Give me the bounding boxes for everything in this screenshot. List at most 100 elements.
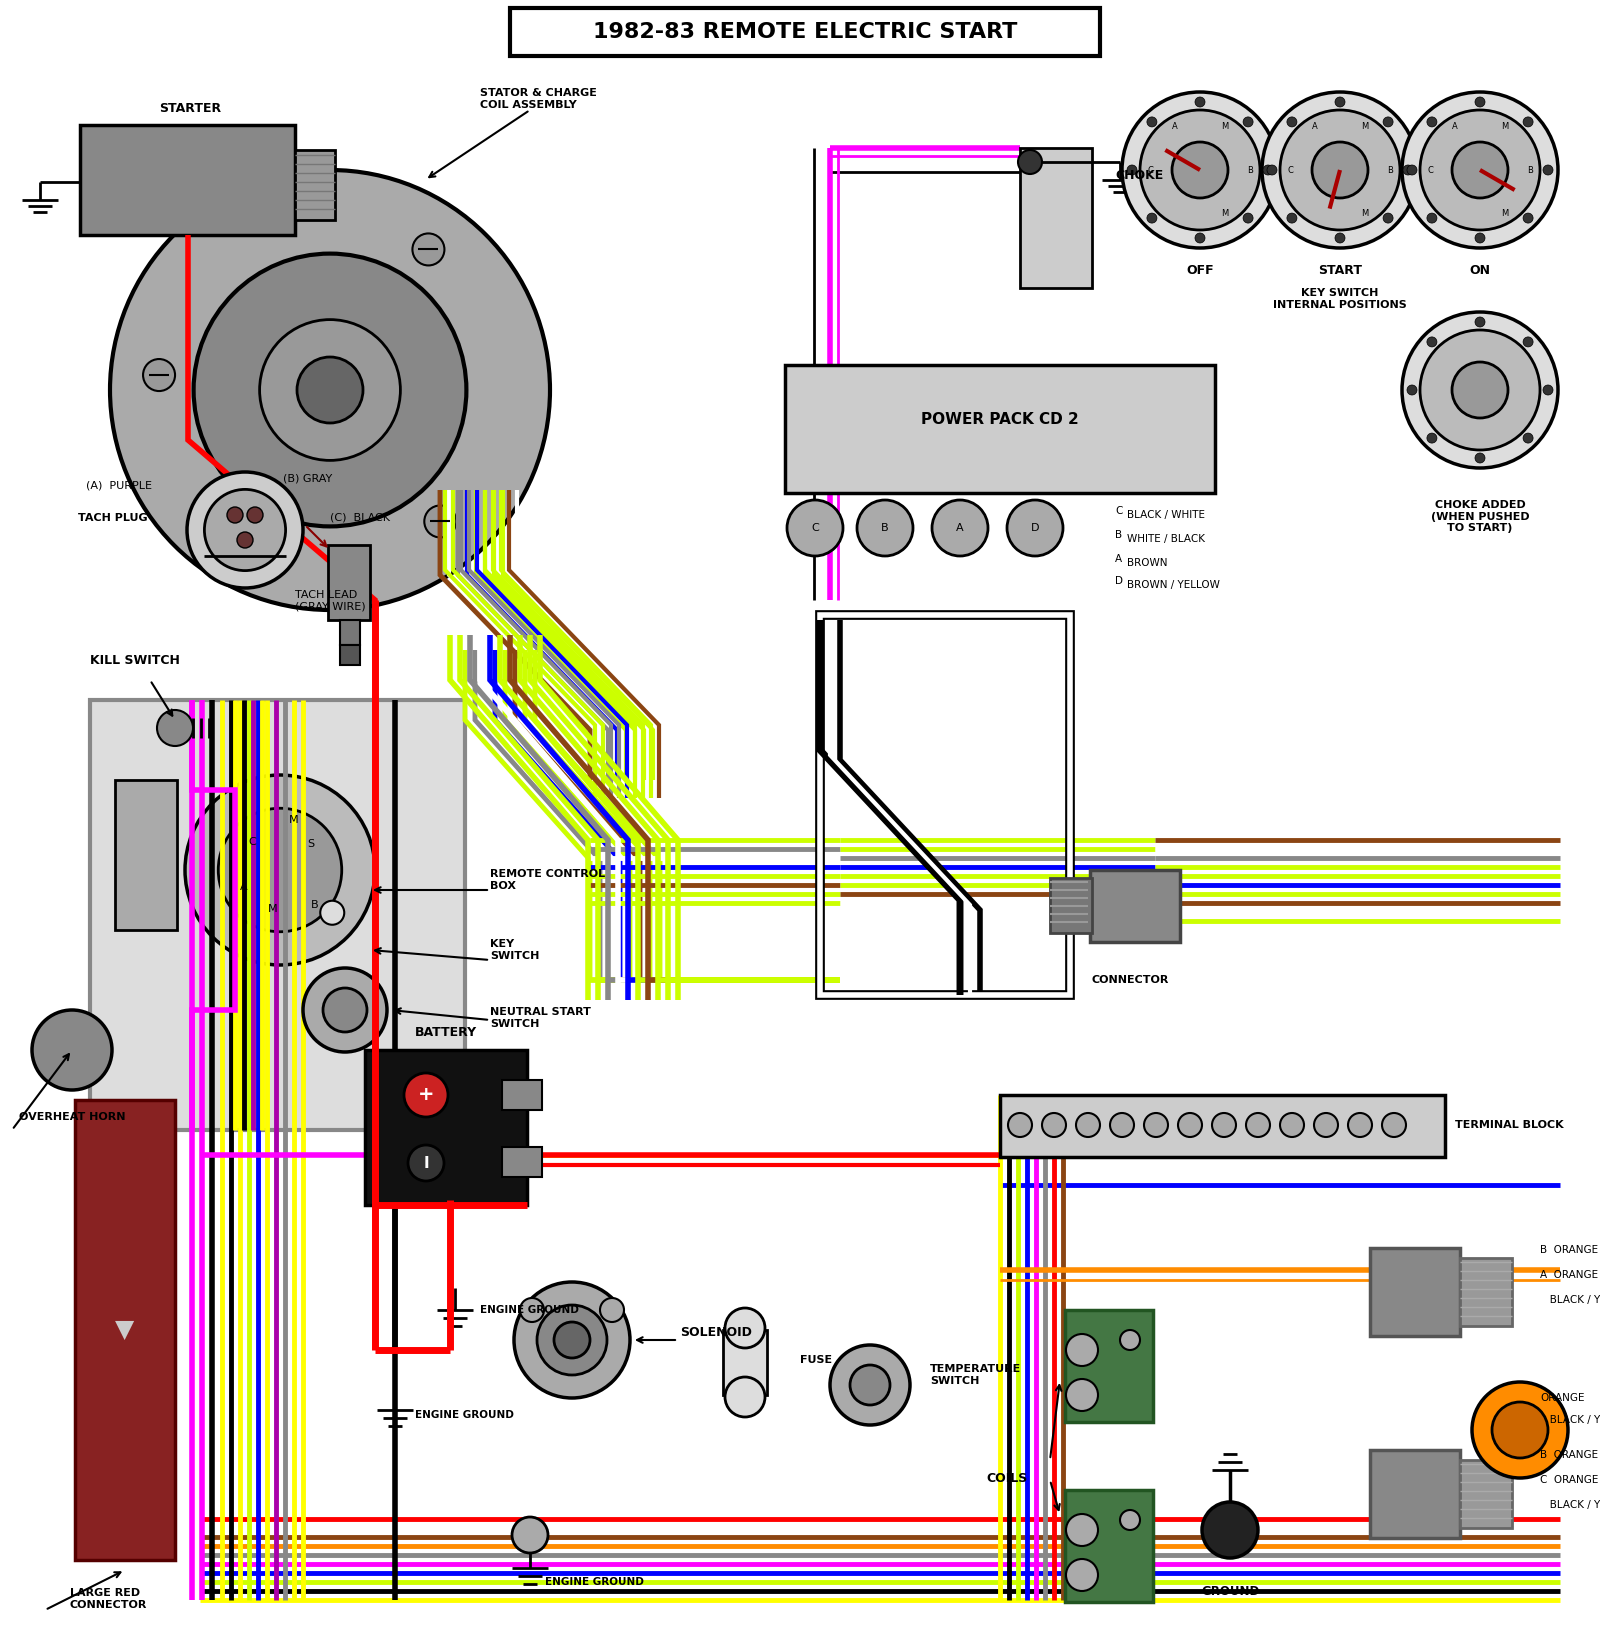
Circle shape — [1195, 232, 1205, 242]
Text: A: A — [1173, 122, 1178, 132]
Text: OFF: OFF — [1186, 264, 1214, 277]
Text: B: B — [1387, 165, 1394, 175]
Text: BLACK / YELLOW: BLACK / YELLOW — [1539, 1295, 1600, 1305]
Text: B: B — [310, 900, 318, 910]
Circle shape — [850, 1365, 890, 1406]
Text: GROUND: GROUND — [1202, 1585, 1259, 1599]
Circle shape — [1075, 1112, 1101, 1137]
Circle shape — [1178, 1112, 1202, 1137]
Polygon shape — [1021, 148, 1091, 288]
Text: A: A — [1115, 554, 1122, 564]
Text: 1982-83 REMOTE ELECTRIC START: 1982-83 REMOTE ELECTRIC START — [594, 21, 1018, 41]
Circle shape — [1122, 92, 1278, 247]
Text: BROWN: BROWN — [1126, 559, 1168, 569]
Circle shape — [1042, 1112, 1066, 1137]
Circle shape — [1427, 213, 1437, 222]
Text: A: A — [240, 882, 248, 892]
Circle shape — [413, 234, 445, 265]
Text: STATOR & CHARGE
COIL ASSEMBLY: STATOR & CHARGE COIL ASSEMBLY — [480, 87, 597, 110]
Circle shape — [1475, 453, 1485, 463]
Circle shape — [1382, 213, 1394, 222]
Text: B: B — [1246, 165, 1253, 175]
Circle shape — [1314, 1112, 1338, 1137]
Circle shape — [1406, 165, 1418, 175]
Circle shape — [1126, 165, 1138, 175]
Circle shape — [187, 471, 302, 588]
Circle shape — [157, 710, 194, 747]
Circle shape — [1475, 316, 1485, 326]
Text: M: M — [1221, 209, 1229, 218]
Circle shape — [1472, 1383, 1568, 1478]
Circle shape — [1267, 165, 1277, 175]
Polygon shape — [1370, 1450, 1459, 1538]
Text: CHOKE ADDED
(WHEN PUSHED
TO START): CHOKE ADDED (WHEN PUSHED TO START) — [1430, 499, 1530, 534]
Text: C: C — [1286, 165, 1293, 175]
Text: D: D — [1115, 577, 1123, 587]
Text: (A)  PURPLE: (A) PURPLE — [86, 480, 152, 489]
Circle shape — [1453, 363, 1507, 419]
Text: BLACK / YELLOW: BLACK / YELLOW — [1539, 1416, 1600, 1426]
Circle shape — [554, 1322, 590, 1358]
Text: ENGINE GROUND: ENGINE GROUND — [414, 1411, 514, 1421]
Text: M: M — [1501, 209, 1509, 218]
Polygon shape — [723, 1330, 766, 1394]
Polygon shape — [1459, 1460, 1512, 1528]
Text: A: A — [957, 522, 963, 532]
Circle shape — [1406, 386, 1418, 396]
Circle shape — [1147, 213, 1157, 222]
Circle shape — [600, 1299, 624, 1322]
Circle shape — [237, 532, 253, 549]
Polygon shape — [510, 8, 1101, 56]
Text: A  ORANGE: A ORANGE — [1539, 1271, 1598, 1280]
Circle shape — [1542, 165, 1554, 175]
Circle shape — [1286, 117, 1298, 127]
Text: POWER PACK CD 2: POWER PACK CD 2 — [922, 412, 1078, 427]
Text: S: S — [307, 839, 314, 849]
Circle shape — [32, 1010, 112, 1089]
Circle shape — [538, 1305, 606, 1374]
Text: FUSE: FUSE — [800, 1355, 832, 1365]
Polygon shape — [339, 620, 360, 644]
Circle shape — [514, 1282, 630, 1398]
Circle shape — [1144, 1112, 1168, 1137]
Text: B  ORANGE: B ORANGE — [1539, 1450, 1598, 1460]
Circle shape — [186, 775, 374, 966]
Polygon shape — [1090, 870, 1181, 943]
Text: A: A — [1453, 122, 1458, 132]
Text: B: B — [1526, 165, 1533, 175]
Text: +: + — [418, 1086, 434, 1104]
Text: BLACK / WHITE: BLACK / WHITE — [1126, 509, 1205, 521]
Circle shape — [424, 506, 456, 537]
Circle shape — [1280, 110, 1400, 231]
Text: B: B — [1115, 531, 1122, 541]
Circle shape — [1006, 499, 1062, 555]
Circle shape — [1066, 1333, 1098, 1366]
Circle shape — [1262, 165, 1274, 175]
Circle shape — [1195, 97, 1205, 107]
Circle shape — [1262, 92, 1418, 247]
Circle shape — [1523, 213, 1533, 222]
Circle shape — [787, 499, 843, 555]
Text: (C)  BLACK: (C) BLACK — [330, 513, 390, 522]
Circle shape — [1066, 1515, 1098, 1546]
Circle shape — [1018, 150, 1042, 175]
Text: REMOTE CONTROL
BOX: REMOTE CONTROL BOX — [490, 868, 605, 892]
Circle shape — [194, 254, 467, 526]
Text: CHOKE: CHOKE — [1115, 168, 1163, 181]
Text: BLACK / YELLOW: BLACK / YELLOW — [1539, 1500, 1600, 1510]
Text: TACH LEAD
(GRAY WIRE): TACH LEAD (GRAY WIRE) — [294, 590, 366, 611]
Circle shape — [1120, 1510, 1139, 1529]
Polygon shape — [75, 1099, 174, 1561]
Circle shape — [1382, 117, 1394, 127]
Circle shape — [1171, 142, 1229, 198]
Text: C  ORANGE: C ORANGE — [1539, 1475, 1598, 1485]
Circle shape — [1008, 1112, 1032, 1137]
Circle shape — [142, 359, 174, 391]
Circle shape — [218, 808, 342, 931]
Circle shape — [1286, 213, 1298, 222]
Circle shape — [1523, 433, 1533, 443]
Circle shape — [1334, 97, 1346, 107]
Circle shape — [227, 508, 243, 522]
Text: D: D — [1030, 522, 1040, 532]
Circle shape — [408, 1145, 445, 1182]
